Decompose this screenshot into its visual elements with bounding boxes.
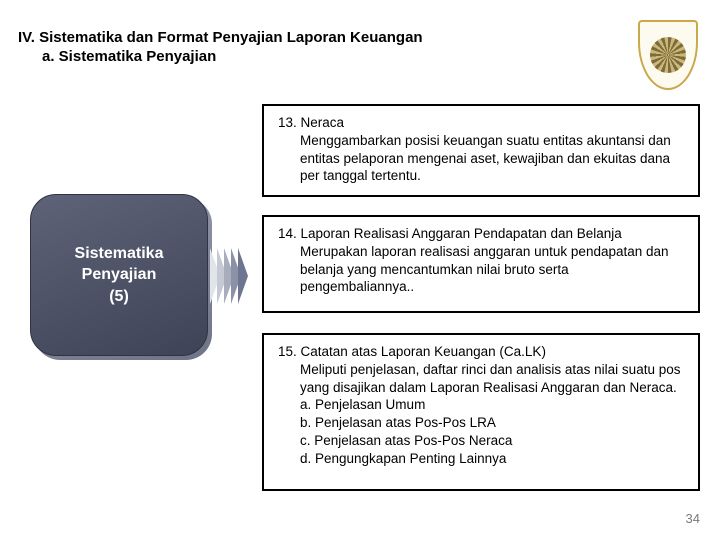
- center-box-front: Sistematika Penyajian (5): [30, 194, 208, 356]
- arrow-stripe: [238, 248, 248, 304]
- logo-emblem-icon: [650, 37, 686, 73]
- header-title: IV. Sistematika dan Format Penyajian Lap…: [18, 28, 423, 48]
- info-box: 13. NeracaMenggambarkan posisi keuangan …: [262, 104, 700, 197]
- page-number: 34: [686, 511, 700, 526]
- sublist-item: d. Pengungkapan Penting Lainnya: [300, 450, 684, 468]
- info-box-body: Menggambarkan posisi keuangan suatu enti…: [300, 132, 684, 185]
- header: IV. Sistematika dan Format Penyajian Lap…: [18, 28, 423, 65]
- sublist-item: a. Penjelasan Umum: [300, 396, 684, 414]
- center-category-box: Sistematika Penyajian (5): [30, 194, 208, 356]
- info-box-body: Meliputi penjelasan, daftar rinci dan an…: [300, 361, 684, 397]
- info-box-title: 15. Catatan atas Laporan Keuangan (Ca.LK…: [278, 343, 684, 361]
- center-line-2: Penyajian: [75, 264, 164, 286]
- center-line-3: (5): [75, 286, 164, 308]
- sublist-item: b. Penjelasan atas Pos-Pos LRA: [300, 414, 684, 432]
- arrow-right-icon: [210, 248, 260, 304]
- info-box-body: Merupakan laporan realisasi anggaran unt…: [300, 243, 684, 296]
- info-box-sublist: a. Penjelasan Umumb. Penjelasan atas Pos…: [300, 396, 684, 467]
- sublist-item: c. Penjelasan atas Pos-Pos Neraca: [300, 432, 684, 450]
- header-subtitle: a. Sistematika Penyajian: [42, 48, 423, 65]
- org-logo: [638, 20, 698, 90]
- info-box: 15. Catatan atas Laporan Keuangan (Ca.LK…: [262, 333, 700, 491]
- center-line-1: Sistematika: [75, 243, 164, 265]
- info-box: 14. Laporan Realisasi Anggaran Pendapata…: [262, 215, 700, 313]
- info-box-title: 13. Neraca: [278, 114, 684, 132]
- info-box-title: 14. Laporan Realisasi Anggaran Pendapata…: [278, 225, 684, 243]
- logo-shield-icon: [638, 20, 698, 90]
